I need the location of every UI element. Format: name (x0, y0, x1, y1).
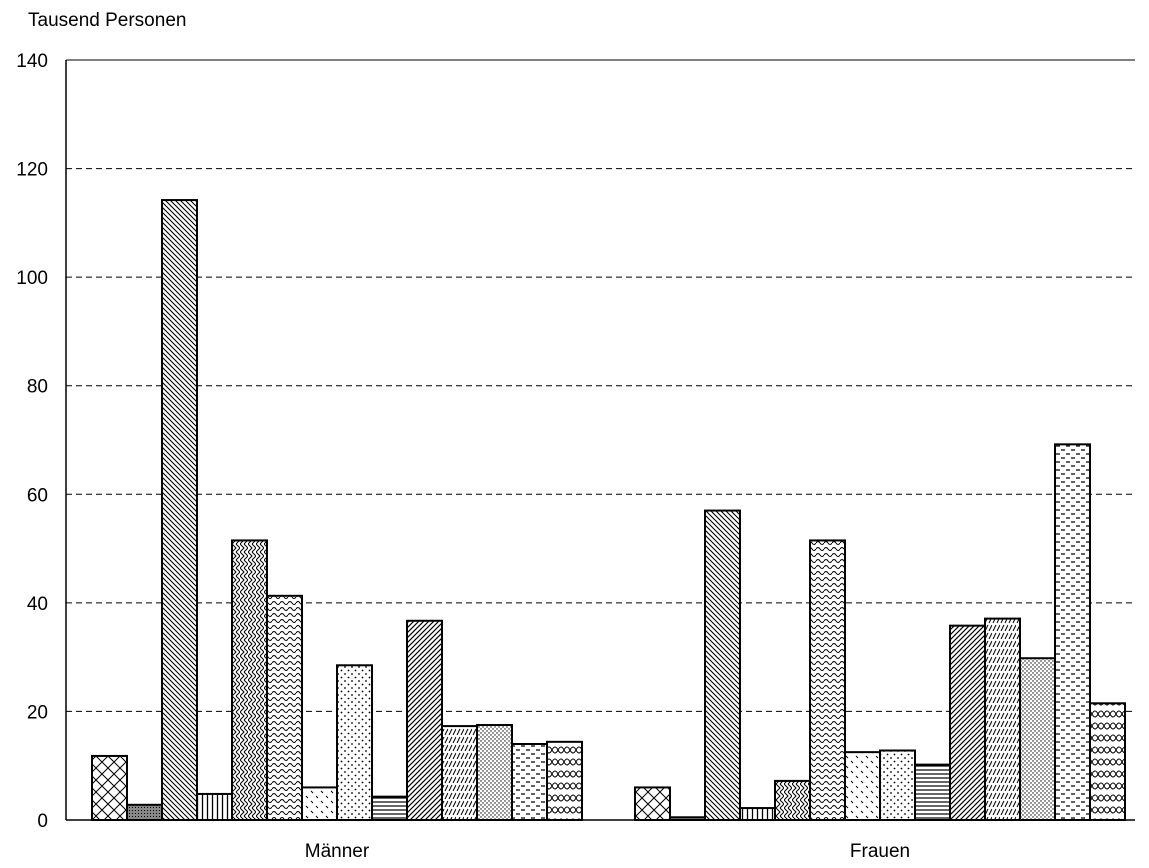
y-tick-label: 100 (16, 268, 48, 289)
y-axis-title: Tausend Personen (28, 10, 187, 31)
category-labels: Männer Frauen (305, 841, 910, 862)
bar (161, 199, 198, 822)
bar (511, 743, 548, 821)
y-tick-label: 20 (27, 702, 48, 723)
bar (984, 617, 1021, 821)
bar (634, 786, 671, 822)
y-tick-label: 0 (37, 811, 48, 832)
bar (739, 807, 776, 821)
y-tick-label: 80 (27, 377, 48, 398)
bar (231, 539, 268, 822)
y-tick-label: 140 (16, 51, 48, 72)
bar (371, 795, 408, 822)
bar (774, 779, 811, 822)
bar (441, 725, 478, 821)
bar (949, 624, 986, 822)
bars (91, 199, 1126, 822)
bar (336, 664, 373, 821)
bar (1019, 657, 1056, 821)
category-label: Frauen (850, 841, 910, 862)
bar (809, 539, 846, 822)
bar (266, 594, 303, 821)
grid-lines (66, 59, 1135, 712)
bar (1089, 702, 1126, 821)
axes (65, 60, 1135, 821)
bar (91, 754, 128, 822)
bar (476, 724, 513, 821)
y-tick-label: 40 (27, 594, 48, 615)
category-label: Männer (305, 841, 370, 862)
bar (914, 763, 951, 822)
bar (879, 749, 916, 821)
bar (844, 751, 881, 822)
bar (301, 786, 338, 822)
bar (196, 792, 233, 822)
bar (1054, 443, 1091, 821)
y-tick-labels: 0 20 40 60 80 100 120 140 (16, 51, 48, 832)
bar (704, 509, 741, 821)
bar (406, 619, 443, 821)
bar (546, 740, 583, 821)
y-tick-label: 120 (16, 160, 48, 181)
bar (126, 803, 163, 821)
y-tick-label: 60 (27, 485, 48, 506)
